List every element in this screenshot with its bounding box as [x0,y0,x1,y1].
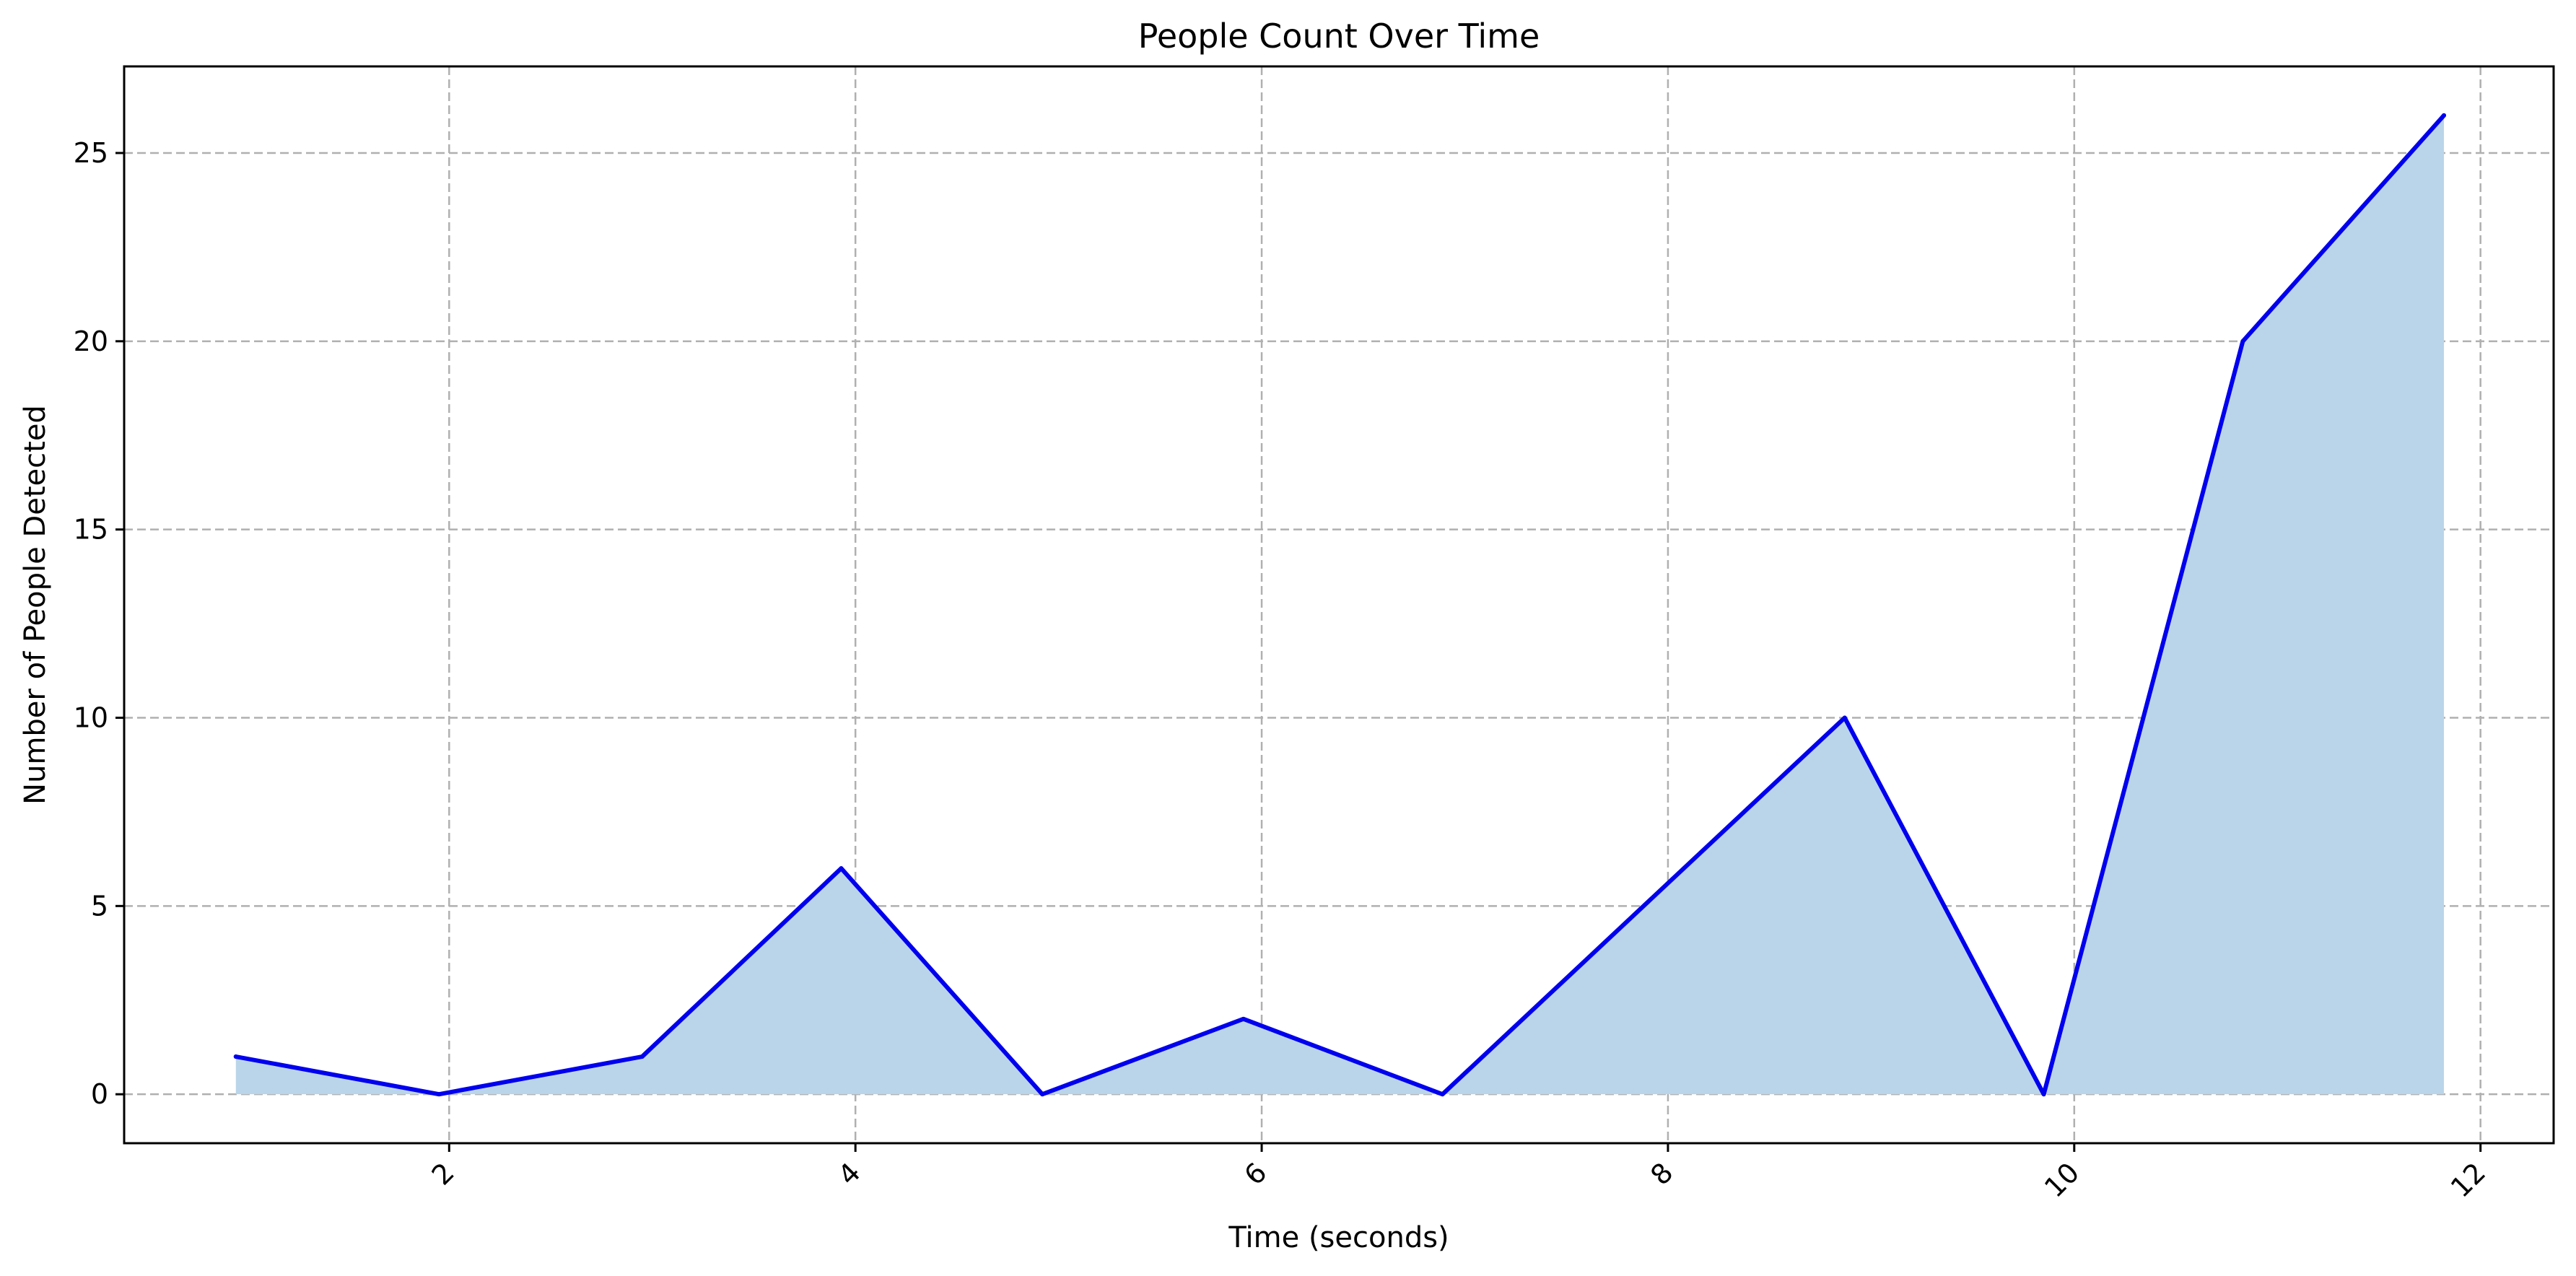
chart-title: People Count Over Time [1138,17,1540,56]
data-point [233,1054,238,1059]
data-point [1241,1016,1246,1021]
y-tick-label: 25 [74,137,108,169]
plot-frame [123,65,2555,1145]
data-point [1842,715,1847,720]
data-point [1040,1092,1045,1097]
area-fill [235,115,2445,1095]
data-point [2442,113,2447,118]
y-tick-label: 10 [74,702,108,734]
data-point [437,1092,442,1097]
data-point [2041,1092,2046,1097]
data-point [639,1054,645,1059]
y-axis-ticks: 0 5 10 15 20 25 [74,137,124,1110]
y-axis-label: Number of People Detected [19,405,52,805]
line-layer [233,113,2447,1097]
y-tick-label: 20 [74,325,108,357]
x-axis-label: Time (seconds) [1228,1221,1449,1254]
data-point [1440,1092,1445,1097]
area-layer [235,115,2445,1095]
y-tick-label: 0 [91,1078,108,1110]
data-point [839,866,844,871]
data-point [2240,338,2245,344]
y-tick-label: 15 [74,514,108,546]
y-tick-label: 5 [91,890,108,922]
